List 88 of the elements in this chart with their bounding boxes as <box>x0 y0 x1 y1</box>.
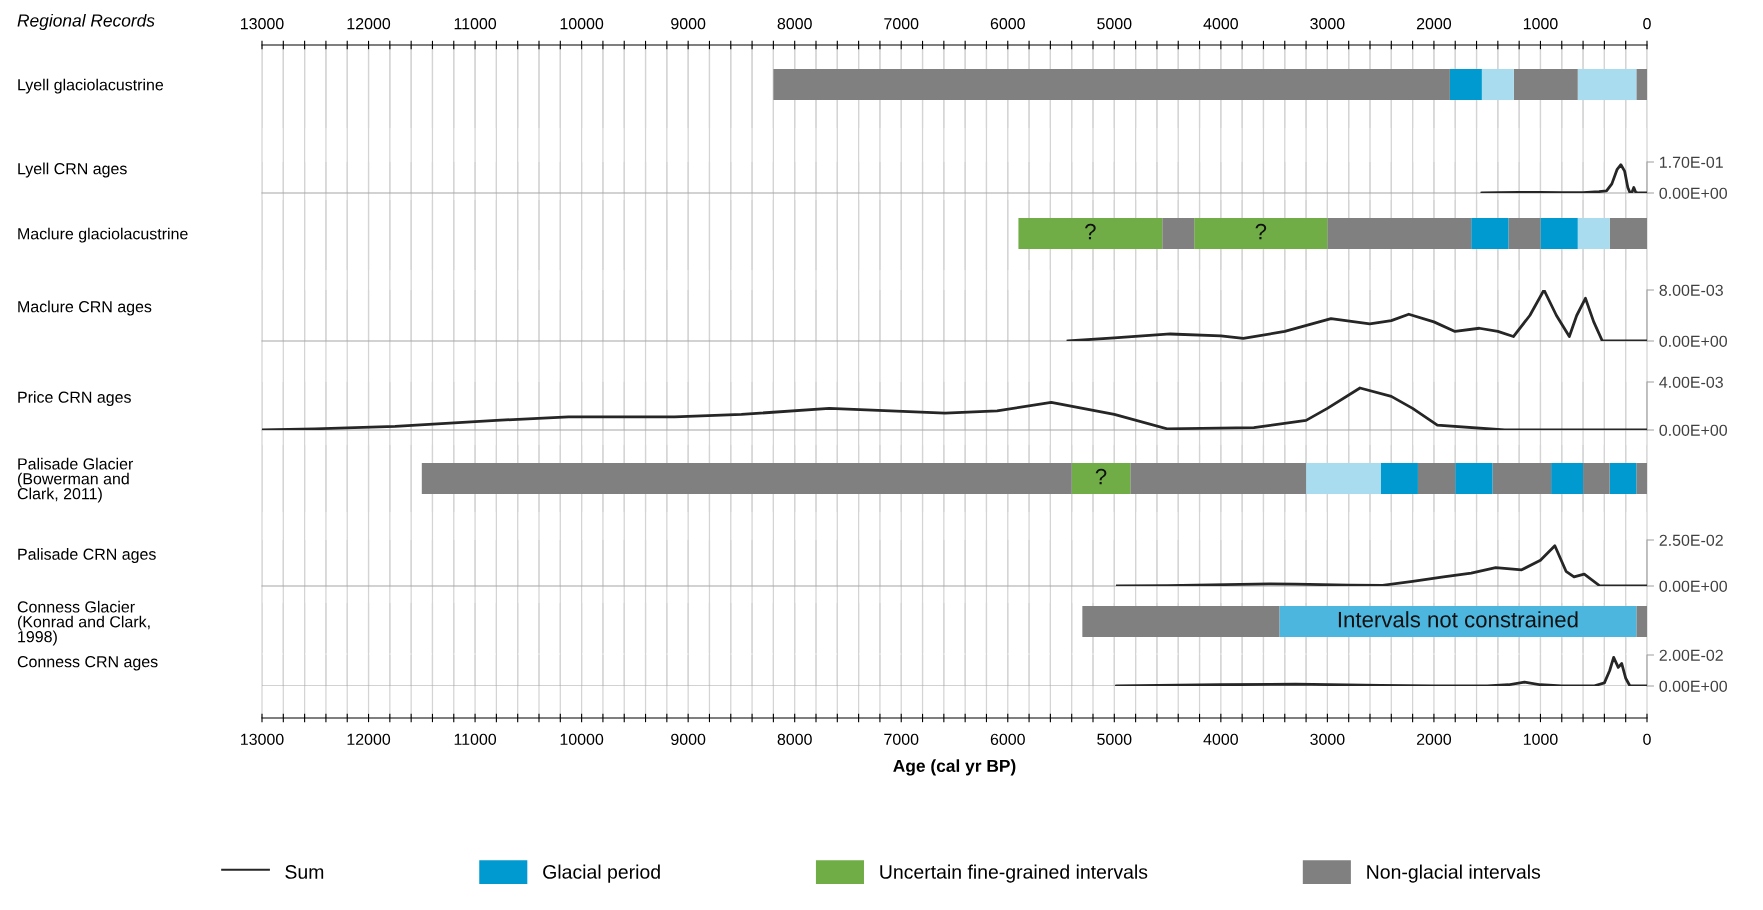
bar <box>1380 463 1418 494</box>
bar <box>1492 463 1552 494</box>
bar <box>1018 218 1163 249</box>
line-series <box>1480 163 1647 193</box>
y-tick-label: 4.00E-03 <box>1659 376 1723 388</box>
y-axis-title: Conness CRN ages <box>17 656 158 671</box>
bar <box>1194 218 1328 249</box>
legend-label: Non-glacial intervals <box>1367 864 1541 883</box>
x-tick-label: 10000 <box>560 733 604 746</box>
y-tick-label: 0.00E+00 <box>1659 680 1728 692</box>
bar <box>1551 463 1584 494</box>
bar <box>773 69 1450 100</box>
legend-label: Sum <box>285 865 324 879</box>
bar <box>1609 463 1637 494</box>
x2-tick-label: 6000 <box>990 18 1025 30</box>
x-tick-label: 9000 <box>671 733 706 746</box>
bar <box>1455 463 1493 494</box>
x2-tick-label: 8000 <box>777 18 812 30</box>
bar <box>1162 218 1195 249</box>
bar <box>1306 463 1381 494</box>
y-tick-label: 0.00E+00 <box>1659 424 1728 436</box>
y-tick-label: 8.00E-03 <box>1659 284 1723 296</box>
bar <box>1508 218 1541 249</box>
bar <box>1471 218 1509 249</box>
y-axis-title: Lyell CRN ages <box>18 162 127 178</box>
x-tick-label: 6000 <box>990 733 1025 746</box>
y-tick-label: Maclure glaciolacustrine <box>18 227 188 243</box>
x2-tick-label: 4000 <box>1203 18 1238 30</box>
y-tick-label: 2.50E-02 <box>1659 534 1723 546</box>
bar <box>1609 218 1647 249</box>
x2-tick-label: 3000 <box>1310 18 1345 30</box>
line-series <box>1116 544 1647 586</box>
x-tick-label: 12000 <box>347 733 391 746</box>
x-tick-label: 8000 <box>777 733 812 746</box>
data-label: ? <box>1255 223 1267 240</box>
x-tick-label: 0 <box>1643 733 1651 746</box>
y-axis-title: Palisade CRN ages <box>18 548 156 563</box>
legend-label: Glacial period <box>543 864 660 883</box>
bar <box>1130 463 1307 494</box>
bar <box>1327 218 1472 249</box>
bar <box>1540 218 1578 249</box>
bar <box>1481 69 1514 100</box>
y-tick-label: Palisade Glacier (Bowerman and Clark, 2011) <box>17 457 134 503</box>
bar <box>1513 69 1578 100</box>
bar <box>421 463 1072 494</box>
line-series <box>1115 655 1647 686</box>
y-tick-label: 0.00E+00 <box>1659 187 1728 199</box>
bar <box>1577 218 1610 249</box>
x2-tick-label: 7000 <box>884 18 919 30</box>
x2-tick-label: 1000 <box>1523 18 1558 30</box>
x2-tick-label: 13000 <box>241 18 284 30</box>
x-tick-label: 13000 <box>241 733 284 746</box>
x2-tick-label: 2000 <box>1416 18 1452 30</box>
bar <box>1636 69 1647 100</box>
x2-tick-label: 11000 <box>454 18 497 30</box>
y-tick-label: Conness Glacier (Konrad and Clark, 1998) <box>17 600 150 646</box>
x2-tick-label: 9000 <box>671 18 706 30</box>
x2-tick-label: 10000 <box>560 18 604 30</box>
y-tick-label: Lyell glaciolacustrine <box>18 78 164 94</box>
x-tick-label: 5000 <box>1097 733 1132 746</box>
y-tick-label: 0.00E+00 <box>1659 335 1728 347</box>
y-tick-label: 2.00E-02 <box>1659 649 1723 661</box>
x-axis-title: Age (cal yr BP) <box>893 759 1016 776</box>
data-label: Intervals not constrained <box>1338 611 1578 628</box>
bar <box>1577 69 1637 100</box>
x2-tick-label: 0 <box>1643 18 1651 30</box>
data-label: ? <box>1085 223 1096 240</box>
line-series <box>1066 290 1647 341</box>
bar <box>1071 463 1131 494</box>
bar <box>1417 463 1456 494</box>
y-tick-label: 0.00E+00 <box>1659 580 1728 592</box>
x-tick-label: 1000 <box>1523 733 1558 746</box>
x2-tick-label: 12000 <box>347 18 391 30</box>
y-axis-title: Maclure CRN ages <box>18 300 152 316</box>
legend-label: Uncertain fine-grained intervals <box>880 864 1148 883</box>
text: Regional Records <box>17 13 155 31</box>
x-tick-label: 2000 <box>1416 733 1452 746</box>
y-tick-label: 1.70E-01 <box>1660 156 1723 168</box>
x2-tick-label: 5000 <box>1097 18 1132 30</box>
x-tick-label: 11000 <box>454 733 497 746</box>
y-axis-title: Price CRN ages <box>18 391 131 406</box>
x-tick-label: 7000 <box>884 733 919 746</box>
x-tick-label: 4000 <box>1203 733 1238 746</box>
data-label: ? <box>1095 468 1107 485</box>
bar <box>1583 463 1610 494</box>
x-tick-label: 3000 <box>1310 733 1345 746</box>
bar <box>1449 69 1482 100</box>
bar <box>1636 463 1647 494</box>
